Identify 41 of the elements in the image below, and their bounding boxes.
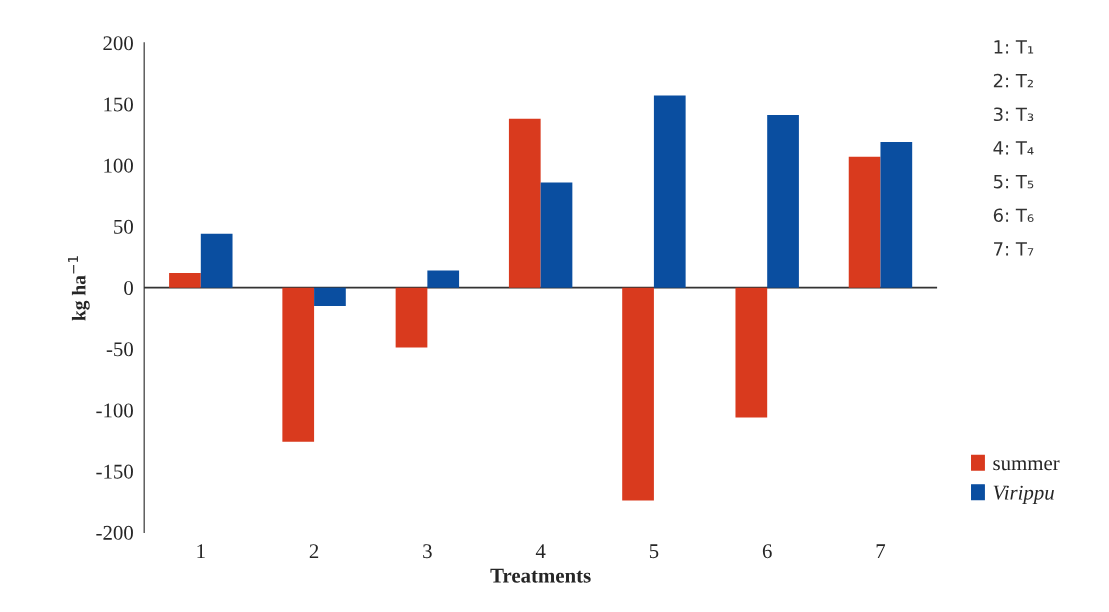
bar xyxy=(848,156,881,288)
bar xyxy=(282,287,315,442)
text: 3: T₃ xyxy=(993,107,1034,122)
bar xyxy=(169,272,201,288)
y-tick-label: -100 xyxy=(96,403,133,418)
bar xyxy=(427,270,460,288)
bar xyxy=(767,115,799,288)
text: 2: T₂ xyxy=(993,73,1033,88)
x-axis-title: Treatments xyxy=(490,568,591,583)
y-tick-label: 150 xyxy=(104,97,133,112)
x-tick-label: 7 xyxy=(876,544,886,559)
bar xyxy=(735,287,768,418)
y-tick-label: 200 xyxy=(103,36,133,51)
bar xyxy=(314,287,346,306)
y-tick-label: 0 xyxy=(124,281,133,296)
bar xyxy=(540,182,573,288)
bar xyxy=(622,287,654,501)
y-tick-label: 100 xyxy=(104,158,133,173)
legend-label: Virippu xyxy=(993,485,1054,504)
x-tick-label: 5 xyxy=(649,544,659,559)
text: 6: T₆ xyxy=(993,208,1034,223)
y-tick-label: 50 xyxy=(114,219,133,234)
bar xyxy=(200,233,233,288)
text: 5: T₅ xyxy=(993,174,1034,189)
x-tick-label: 3 xyxy=(423,544,432,559)
bar xyxy=(653,95,686,288)
text: 4: T₄ xyxy=(993,141,1034,155)
text: 7: T₇ xyxy=(994,242,1034,256)
y-tick-label: -150 xyxy=(96,464,133,479)
x-tick-label: 2 xyxy=(309,544,319,559)
y-tick-label: -50 xyxy=(106,342,133,357)
x-tick-label: 1 xyxy=(197,544,205,559)
y-tick-label: -200 xyxy=(96,525,133,540)
bar xyxy=(508,118,541,288)
bar xyxy=(880,141,913,288)
x-tick-label: 4 xyxy=(535,544,546,559)
x-tick-label: 6 xyxy=(762,544,772,559)
bar xyxy=(395,287,428,348)
text: 1: T₁ xyxy=(994,40,1034,54)
y-axis-title: kg ha$^{−1}$ xyxy=(68,256,90,321)
legend-label: summer xyxy=(993,460,1060,471)
